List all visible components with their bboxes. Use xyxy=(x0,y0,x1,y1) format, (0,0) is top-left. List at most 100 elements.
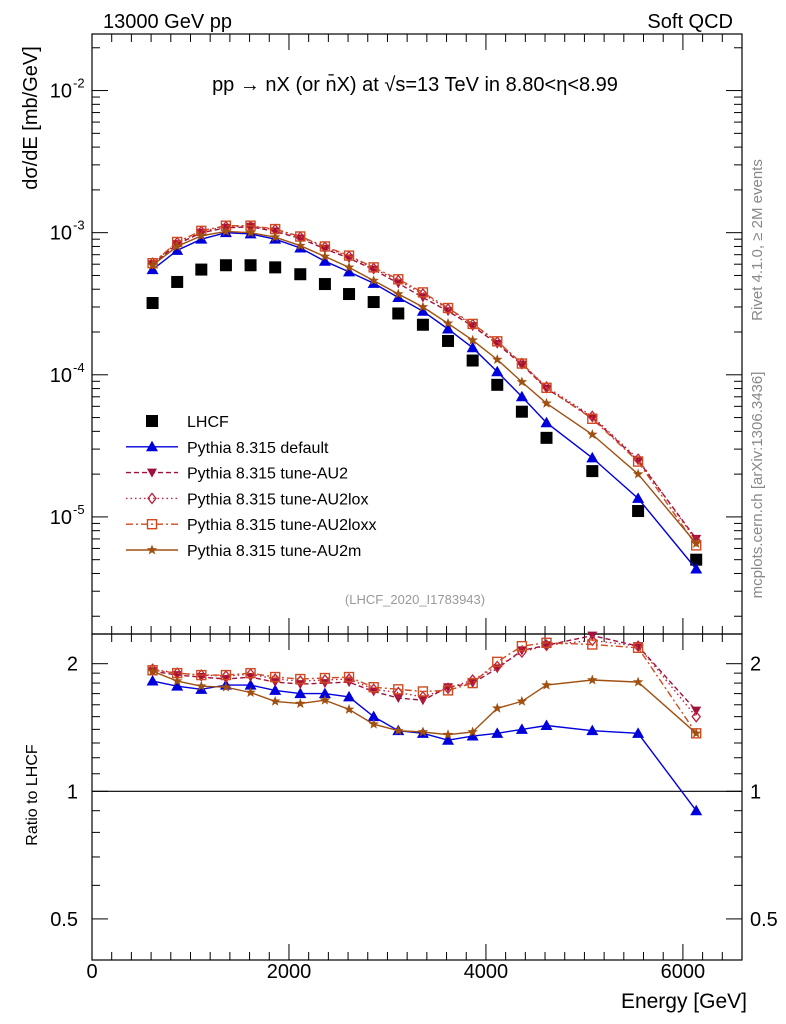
ratio-y-tick-label: 2 xyxy=(67,654,78,676)
main-data-point xyxy=(196,230,207,241)
main-data-point xyxy=(417,301,429,312)
ratio-data-point xyxy=(220,669,232,681)
legend: LHCF Pythia 8.315 default Pythia 8.315 tun… xyxy=(126,414,376,560)
main-series-pythia-8-315-tune-au2m xyxy=(147,225,702,548)
ratio-data-point xyxy=(319,672,331,684)
main-data-point xyxy=(195,263,208,276)
ratio-data-point xyxy=(344,673,354,686)
main-data-point xyxy=(393,274,404,287)
ratio-data-point xyxy=(442,685,454,696)
main-data-point xyxy=(219,259,232,272)
main-data-point xyxy=(492,354,503,364)
main-y-tick-label: 10 xyxy=(50,365,72,387)
ratio-data-point xyxy=(417,686,429,697)
legend-entry: Pythia 8.315 tune-AU2loxx xyxy=(126,517,376,534)
legend-entry: Pythia 8.315 default xyxy=(126,440,329,457)
legend-entry: LHCF xyxy=(146,414,229,431)
main-data-point xyxy=(541,384,552,394)
main-data-point xyxy=(367,296,380,309)
main-data-point xyxy=(343,250,355,261)
legend-marker xyxy=(147,492,157,505)
main-data-point xyxy=(541,382,552,393)
main-data-point xyxy=(492,339,503,349)
legend-marker xyxy=(146,544,158,555)
main-data-point xyxy=(492,335,503,349)
ratio-y-tick-label-right: 0.5 xyxy=(750,909,778,931)
main-data-point xyxy=(515,405,528,418)
legend-label: Pythia 8.315 tune-AU2 xyxy=(187,466,348,483)
main-data-point xyxy=(586,451,599,463)
main-data-point xyxy=(343,265,356,277)
main-data-point xyxy=(491,365,504,377)
ratio-data-point xyxy=(269,684,282,695)
main-data-point xyxy=(171,275,184,288)
main-y-tick-exponent: -5 xyxy=(73,502,85,517)
ratio-y-tick-label: 0.5 xyxy=(50,909,78,931)
main-y-tick-label: 10 xyxy=(50,507,72,529)
ratio-data-point xyxy=(295,673,306,685)
legend-label: Pythia 8.315 tune-AU2m xyxy=(187,543,361,560)
main-data-point xyxy=(586,465,599,478)
ratio-data-point xyxy=(442,734,455,745)
main-data-point xyxy=(632,456,644,467)
legend-entry: Pythia 8.315 tune-AU2m xyxy=(126,543,361,560)
main-data-point xyxy=(690,553,703,566)
main-data-point xyxy=(491,378,504,391)
main-data-point xyxy=(269,231,281,242)
ratio-data-point xyxy=(343,690,356,702)
main-data-point xyxy=(443,307,454,317)
mcplots-label: mcplots.cern.ch [arXiv:1306.3436] xyxy=(749,372,766,599)
ratio-data-point xyxy=(295,698,306,709)
main-data-point xyxy=(146,296,159,309)
main-data-point xyxy=(632,468,644,479)
ratio-data-point xyxy=(586,724,599,736)
main-data-point xyxy=(269,261,282,274)
legend-label: Pythia 8.315 default xyxy=(187,440,329,457)
main-data-point xyxy=(343,288,356,301)
ratio-series-pythia-8-315-tune-au2lox xyxy=(147,634,702,723)
main-data-point xyxy=(318,255,331,266)
x-axis-label: Energy [GeV] xyxy=(621,990,747,1013)
ratio-series-pythia-8-315-default xyxy=(146,675,703,816)
ratio-series-pythia-8-315-tune-au2m xyxy=(147,665,702,740)
ratio-data-point xyxy=(690,804,703,816)
ratio-plot-frame xyxy=(91,633,743,961)
ratio-data-point xyxy=(368,718,379,729)
ratio-data-point xyxy=(541,637,552,649)
ratio-data-point xyxy=(195,683,208,694)
ratio-data-point xyxy=(541,679,552,690)
main-series-lhcf xyxy=(146,259,703,566)
ratio-series-line xyxy=(152,670,697,736)
main-data-point xyxy=(220,225,232,236)
ratio-series-line xyxy=(152,634,697,712)
legend-marker xyxy=(146,440,158,452)
main-data-point xyxy=(690,562,703,574)
main-data-point xyxy=(442,322,455,334)
main-data-point xyxy=(541,397,552,408)
ratio-series-line xyxy=(152,680,697,812)
legend-entry: Pythia 8.315 tune-AU2 xyxy=(126,466,348,483)
main-data-point xyxy=(393,288,404,299)
ratio-series-line xyxy=(152,642,697,734)
x-tick-label: 2000 xyxy=(267,961,312,983)
main-data-point xyxy=(392,291,405,302)
ratio-y-tick-label-right: 1 xyxy=(750,781,761,803)
ratio-series-pythia-8-315-tune-au2loxx xyxy=(147,637,702,739)
main-data-point xyxy=(467,334,478,345)
ratio-data-point xyxy=(417,726,429,737)
main-data-point xyxy=(587,429,598,439)
ratio-data-point xyxy=(492,660,503,673)
main-data-point xyxy=(516,360,527,370)
main-y-tick-exponent: -4 xyxy=(73,360,85,375)
main-data-point xyxy=(319,244,330,254)
ratio-data-point xyxy=(368,682,379,693)
ratio-data-point xyxy=(587,674,598,685)
main-data-point xyxy=(318,278,331,291)
main-data-point xyxy=(147,259,158,270)
ratio-data-point xyxy=(245,687,256,697)
ratio-data-point xyxy=(393,725,404,736)
ratio-data-point xyxy=(343,703,355,714)
ratio-data-point xyxy=(632,642,644,654)
main-y-tick-label: 10 xyxy=(50,81,72,103)
series-layer xyxy=(146,220,703,816)
